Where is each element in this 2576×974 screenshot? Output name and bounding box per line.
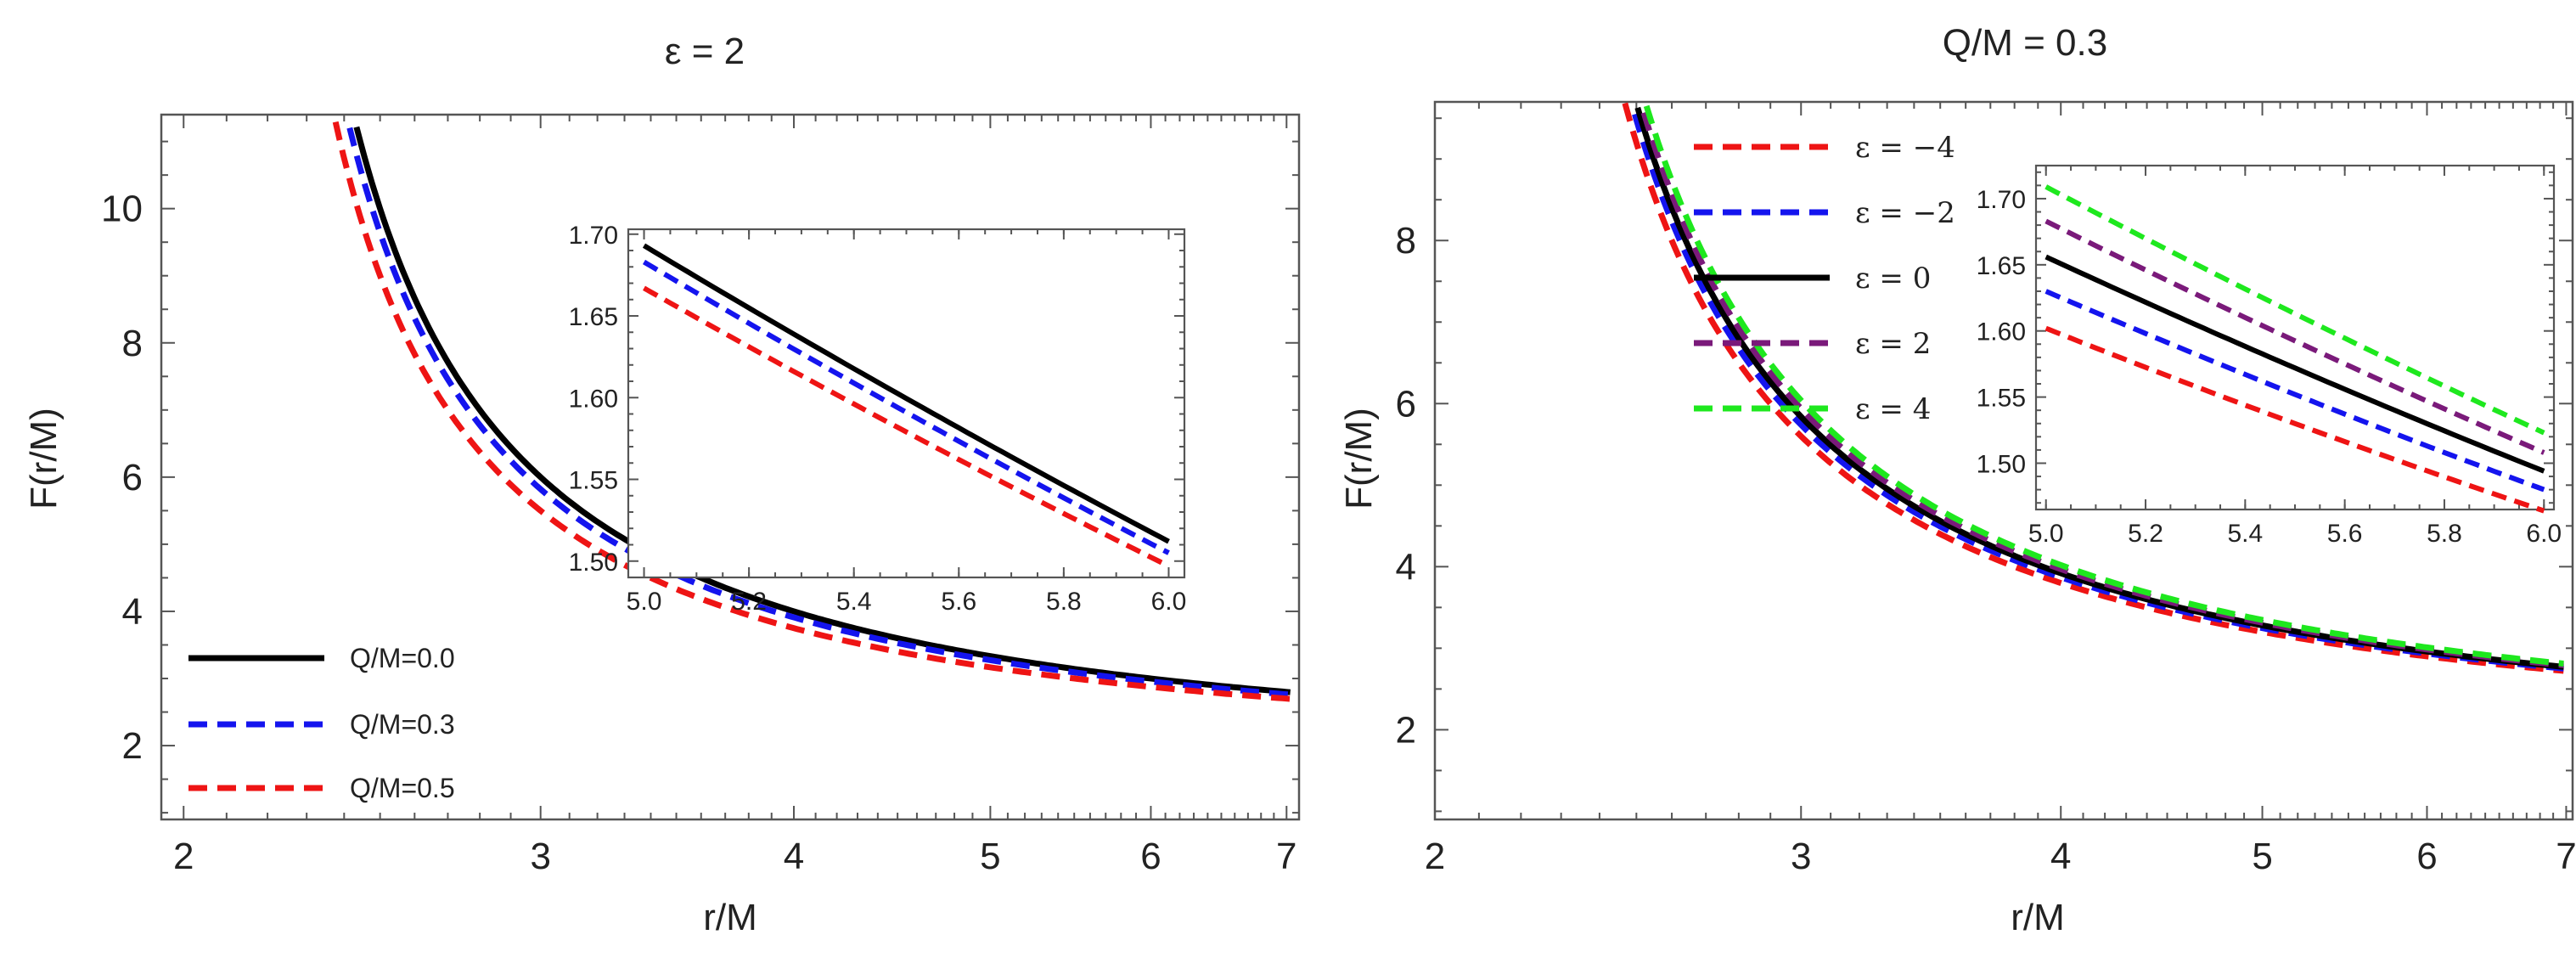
inset-series-line-2 (2044, 254, 2545, 474)
right-panel: Q/M = 0.3 2 3 4 5 6 7 2 4 6 8 r/M F(r/M) ε = −4 ε… (1338, 22, 2576, 938)
series-line-0 (353, 126, 1291, 695)
right-legend-label-0: ε = −4 (1855, 131, 1955, 165)
inset-x-tick-label: 6.0 (1151, 588, 1187, 616)
inset-y-tick-label: 1.70 (1977, 186, 2026, 214)
right-legend: ε = −4 ε = −2 ε = 0 ε = 2 ε = 4 (1694, 131, 1955, 426)
inset-series-line-1 (642, 259, 1170, 555)
inset-x-tick-label: 5.6 (941, 588, 976, 616)
y-tick-label: 2 (122, 725, 143, 767)
y-tick-label: 4 (1396, 546, 1416, 588)
inset-y-tick-label: 1.60 (1977, 318, 2026, 346)
y-tick-label: 10 (101, 189, 143, 230)
inset-series-line-3 (2044, 218, 2545, 455)
x-tick-label: 3 (1791, 836, 1811, 877)
right-plot-frame (1433, 100, 2574, 821)
x-tick-label: 6 (2416, 836, 2437, 877)
y-tick-label: 2 (1396, 709, 1416, 751)
right-inset: 5.0 5.2 5.4 5.6 5.8 6.0 1.50 1.55 1.60 1.65 1.70 (1977, 164, 2562, 548)
y-tick-label: 6 (1396, 383, 1416, 425)
x-tick-label: 7 (2556, 836, 2576, 877)
right-title: Q/M = 0.3 (1943, 22, 2107, 64)
series-line-4 (1643, 104, 2564, 667)
inset-series-line-0 (642, 243, 1170, 544)
y-tick-label: 4 (122, 591, 143, 633)
x-tick-label: 7 (1276, 836, 1296, 877)
right-xlabel: r/M (2011, 897, 2065, 938)
left-inset: 5.0 5.2 5.4 5.6 5.8 6.0 1.50 1.55 1.60 1.65 1.70 (569, 222, 1187, 616)
inset-x-tick-label: 5.4 (2227, 520, 2263, 548)
left-legend: Q/M=0.0 Q/M=0.3 Q/M=0.5 (188, 643, 455, 803)
right-legend-label-2: ε = 0 (1855, 262, 1931, 296)
inset-y-tick-label: 1.60 (569, 385, 618, 413)
inset-y-tick-label: 1.50 (569, 549, 618, 577)
y-tick-label: 8 (122, 323, 143, 364)
inset-frame (2034, 164, 2556, 511)
inset-series-line-1 (2044, 289, 2545, 493)
inset-x-tick-label: 5.2 (2128, 520, 2163, 548)
inset-x-tick-label: 5.8 (2427, 520, 2462, 548)
left-legend-label-2: Q/M=0.5 (350, 773, 455, 803)
series-line-2 (332, 121, 1291, 702)
inset-y-tick-label: 1.70 (569, 222, 618, 250)
inset-x-tick-label: 5.6 (2327, 520, 2363, 548)
left-title: ε = 2 (665, 31, 745, 72)
y-tick-label: 8 (1396, 220, 1416, 262)
left-ylabel: F(r/M) (23, 408, 65, 510)
x-tick-label: 5 (980, 836, 1000, 877)
right-legend-label-4: ε = 4 (1855, 392, 1931, 426)
inset-series-line-2 (643, 285, 1170, 569)
inset-series-line-0 (2044, 325, 2545, 514)
left-xlabel: r/M (703, 897, 757, 938)
inset-x-tick-label: 5.8 (1046, 588, 1082, 616)
left-legend-label-1: Q/M=0.3 (350, 709, 455, 740)
inset-y-tick-label: 1.50 (1977, 450, 2026, 478)
inset-x-tick-label: 5.2 (731, 588, 767, 616)
series-line-3 (1640, 111, 2564, 668)
x-tick-label: 2 (1425, 836, 1445, 877)
series-line-0 (1622, 102, 2564, 674)
x-tick-label: 6 (1140, 836, 1161, 877)
inset-y-tick-label: 1.55 (569, 467, 618, 495)
y-tick-label: 6 (122, 457, 143, 498)
x-tick-label: 5 (2252, 836, 2272, 877)
left-panel: ε = 2 2 3 4 5 6 7 2 4 6 8 10 r/M F(r/M) Q/M=0.0 Q/… (23, 31, 1301, 938)
inset-y-tick-label: 1.65 (569, 303, 618, 331)
x-tick-label: 3 (530, 836, 550, 877)
inset-frame (627, 228, 1186, 579)
left-legend-label-0: Q/M=0.0 (350, 643, 455, 673)
inset-x-tick-label: 5.4 (836, 588, 872, 616)
inset-y-tick-label: 1.65 (1977, 252, 2026, 280)
x-tick-label: 4 (2050, 836, 2071, 877)
x-tick-label: 2 (173, 836, 194, 877)
x-tick-label: 4 (784, 836, 804, 877)
right-ylabel: F(r/M) (1338, 408, 1380, 510)
series-line-1 (346, 127, 1291, 698)
inset-x-tick-label: 6.0 (2526, 520, 2562, 548)
right-legend-label-3: ε = 2 (1855, 327, 1931, 361)
right-legend-label-1: ε = −2 (1855, 196, 1955, 230)
left-plot-frame (160, 113, 1301, 821)
inset-x-tick-label: 5.0 (627, 588, 662, 616)
inset-series-line-4 (2044, 184, 2545, 436)
inset-y-tick-label: 1.55 (1977, 385, 2026, 413)
inset-x-tick-label: 5.0 (2028, 520, 2064, 548)
